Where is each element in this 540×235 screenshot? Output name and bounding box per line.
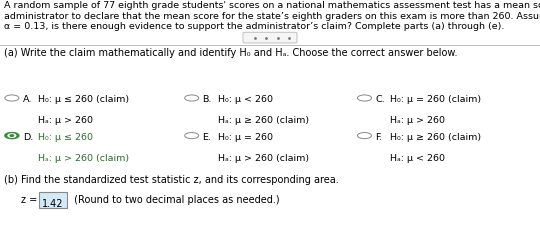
Circle shape [10,135,14,136]
Text: H₀: μ ≤ 260: H₀: μ ≤ 260 [38,133,93,142]
Text: H₀: μ = 260: H₀: μ = 260 [218,133,273,142]
FancyBboxPatch shape [243,32,297,43]
Text: (a) Write the claim mathematically and identify H₀ and Hₐ. Choose the correct an: (a) Write the claim mathematically and i… [4,48,458,58]
Text: C.: C. [375,95,385,104]
Text: Hₐ: μ > 260 (claim): Hₐ: μ > 260 (claim) [218,154,309,163]
Text: Hₐ: μ ≥ 260 (claim): Hₐ: μ ≥ 260 (claim) [218,116,309,125]
Circle shape [5,133,19,139]
Text: D.: D. [23,133,33,142]
Text: Hₐ: μ > 260: Hₐ: μ > 260 [390,116,445,125]
Text: z =: z = [21,195,40,205]
Text: H₀: μ ≥ 260 (claim): H₀: μ ≥ 260 (claim) [390,133,482,142]
Text: Hₐ: μ < 260: Hₐ: μ < 260 [390,154,445,163]
Circle shape [8,134,16,137]
Text: E.: E. [202,133,211,142]
Text: F.: F. [375,133,382,142]
Text: Hₐ: μ > 260 (claim): Hₐ: μ > 260 (claim) [38,154,129,163]
Text: (Round to two decimal places as needed.): (Round to two decimal places as needed.) [71,195,280,205]
Text: B.: B. [202,95,212,104]
Text: H₀: μ = 260 (claim): H₀: μ = 260 (claim) [390,95,482,104]
Text: H₀: μ ≤ 260 (claim): H₀: μ ≤ 260 (claim) [38,95,129,104]
Text: A random sample of 77 eighth grade students' scores on a national mathematics as: A random sample of 77 eighth grade stude… [4,1,540,10]
Text: α = 0.13, is there enough evidence to support the administrator’s claim? Complet: α = 0.13, is there enough evidence to su… [4,22,505,31]
Text: 1.42: 1.42 [42,199,64,209]
Text: H₀: μ < 260: H₀: μ < 260 [218,95,273,104]
Text: (b) Find the standardized test statistic z, and its corresponding area.: (b) Find the standardized test statistic… [4,175,339,185]
Text: A.: A. [23,95,32,104]
Text: Hₐ: μ > 260: Hₐ: μ > 260 [38,116,93,125]
Text: administrator to declare that the mean score for the state’s eighth graders on t: administrator to declare that the mean s… [4,12,540,21]
FancyBboxPatch shape [39,192,67,208]
